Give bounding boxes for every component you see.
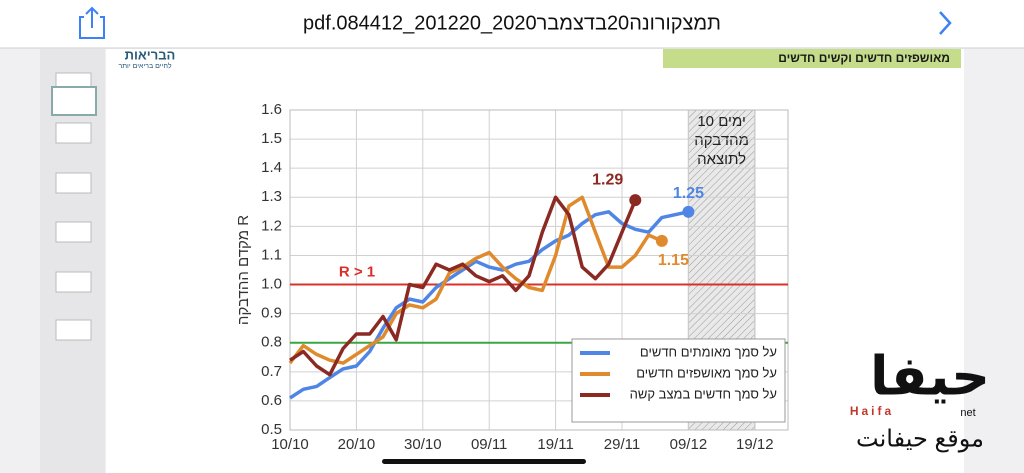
x-tick-label: 30/10 [404, 436, 442, 453]
share-button[interactable] [79, 6, 105, 39]
home-indicator [382, 459, 586, 464]
shade-label: מהדבקה [694, 132, 749, 149]
watermark-brand: Haifa [850, 404, 894, 418]
legend-label: על סמך חדשים במצב קשה [630, 386, 777, 401]
header-banner-text: מאושפזים חדשים וקשים חדשים [778, 51, 950, 65]
thumbnail[interactable] [55, 72, 92, 88]
series-line [289, 195, 637, 377]
thumbnail-selected[interactable] [51, 86, 97, 116]
end-point [629, 194, 642, 207]
y-tick-label: 0.8 [261, 334, 282, 351]
thumbnail[interactable] [55, 122, 92, 144]
end-point [655, 234, 668, 247]
x-tick-label: 19/12 [736, 436, 774, 453]
shade-label: לתוצאה [697, 151, 746, 168]
y-axis-label: מקדם ההדבקה R [235, 215, 252, 325]
y-tick-label: 1.1 [261, 246, 282, 263]
x-tick-label: 19/11 [537, 436, 573, 453]
y-tick-label: 0.7 [261, 363, 282, 380]
end-point [682, 205, 695, 218]
thumbnail[interactable] [55, 271, 92, 293]
legend-label: על סמך מאומתים חדשים [640, 344, 777, 359]
chart: 10 ימים מהדבקה לתוצאה 0.5 0.6 0.7 0.8 0.9 1.0 1.1… [261, 101, 789, 453]
thumbnail-sidebar [40, 49, 105, 473]
x-tick-label: 29/11 [604, 436, 640, 453]
ministry-logo: הבריאות [125, 47, 176, 62]
thumbnail[interactable] [55, 319, 92, 341]
x-tick-label: 09/12 [670, 436, 708, 453]
header-banner [663, 49, 961, 68]
thumbnails [51, 72, 97, 341]
end-value-label: 1.15 [658, 252, 689, 269]
x-tick-label: 10/10 [271, 436, 309, 453]
shade-label: 10 ימים [697, 113, 746, 130]
y-tick-label: 1.2 [261, 217, 282, 234]
watermark-suffix: net [960, 407, 975, 419]
y-tick-label: 1.6 [261, 101, 282, 118]
series-line [288, 195, 663, 365]
toolbar [0, 0, 1024, 48]
annotation: R > 1 [339, 264, 375, 281]
legend-label: על סמך מאושפזים חדשים [636, 365, 777, 380]
x-tick-label: 09/11 [471, 436, 507, 453]
y-tick-label: 1.3 [261, 188, 282, 205]
end-value-label: 1.29 [592, 171, 623, 188]
next-button[interactable] [939, 11, 952, 35]
y-tick-label: 1.5 [261, 130, 282, 147]
y-tick-label: 0.6 [261, 392, 282, 409]
document-title: pdf.084412_201220_2020תמצקורונה20בדצמבר [303, 12, 721, 34]
y-tick-label: 0.5 [261, 421, 282, 438]
thumbnail[interactable] [55, 172, 92, 194]
thumbnail[interactable] [55, 221, 92, 243]
x-tick-label: 20/10 [338, 436, 376, 453]
y-tick-label: 0.9 [261, 305, 282, 322]
y-tick-label: 1.0 [261, 276, 282, 293]
plot-frame [289, 109, 789, 431]
watermark-logo: حيفا [870, 346, 990, 406]
watermark-site: موقع حيفانت [856, 425, 984, 452]
ministry-logo-subtext: לחיים בריאים יותר [118, 62, 171, 70]
series-line [289, 210, 689, 400]
y-tick-label: 1.4 [261, 159, 282, 176]
end-value-label: 1.25 [673, 185, 704, 202]
watermark: حيفا Haifa net موقع حيفانت [850, 346, 990, 452]
